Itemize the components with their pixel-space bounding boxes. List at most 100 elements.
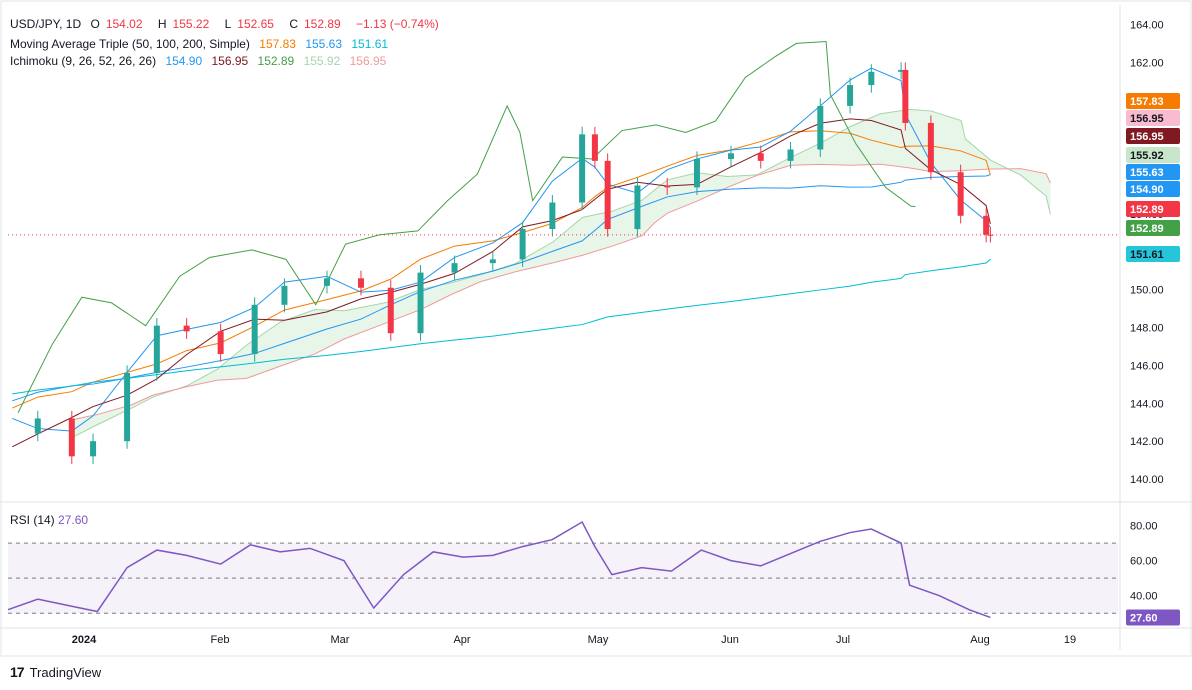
candle-body (634, 185, 641, 230)
price-badge (1126, 110, 1180, 126)
footer-branding[interactable]: 17 TradingView (10, 664, 101, 680)
price-badge-text: 156.95 (1130, 113, 1164, 125)
candle-body (727, 153, 734, 159)
price-pane (8, 40, 1118, 464)
low-value: L 152.65 (224, 17, 274, 31)
ichimoku-legend-label: Ichimoku (9, 26, 52, 26, 26) (10, 54, 157, 68)
price-tick-label: 144.00 (1130, 398, 1164, 410)
time-tick-label: 2024 (72, 634, 97, 646)
candle-body (664, 185, 671, 188)
candle-body (693, 158, 700, 188)
candle-body (787, 149, 794, 161)
price-tick-label: 142.00 (1130, 436, 1164, 448)
senkou-b-value: 156.95 (349, 54, 387, 68)
tenkan-value: 154.90 (165, 54, 203, 68)
time-tick-label: Feb (211, 634, 230, 646)
candle-body (153, 325, 160, 373)
price-badge-text: 157.83 (1130, 96, 1164, 108)
senkou-span-a-line (72, 108, 1051, 438)
candle-body (847, 85, 854, 106)
kijun-value: 156.95 (211, 54, 249, 68)
tenkan-sen-line (12, 67, 991, 432)
candle-body (489, 259, 496, 264)
candle-body (591, 134, 598, 161)
ohlc-legend: USD/JPY, 1D O 154.02 H 155.22 L 152.65 C 152… (10, 17, 445, 31)
candle-body (251, 304, 258, 355)
ma-legend[interactable]: Moving Average Triple (50, 100, 200, Sim… (10, 37, 394, 51)
price-tick-label: 150.00 (1130, 285, 1164, 297)
brand-name: TradingView (29, 664, 102, 680)
time-tick-label: Apr (453, 634, 470, 646)
price-tick-label: 164.00 (1130, 19, 1164, 31)
candle-body (417, 272, 424, 334)
rsi-pane (7, 520, 1118, 619)
ma200-line (12, 258, 991, 395)
candle-body (579, 134, 586, 203)
candle-body (604, 160, 611, 230)
price-badge (1126, 220, 1180, 236)
high-value: H 155.22 (157, 17, 210, 31)
time-tick-label: Jul (836, 634, 850, 646)
candle-body (957, 172, 964, 216)
price-tick-label: 146.00 (1130, 360, 1164, 372)
rsi-badge-text: 27.60 (1130, 612, 1158, 624)
candle-body (323, 278, 330, 286)
candle-body (757, 153, 764, 161)
close-value: C 152.89 (289, 17, 341, 31)
open-value: O 154.02 (90, 17, 143, 31)
candle-body (898, 69, 905, 72)
candle-body (387, 287, 394, 334)
candle-body (183, 325, 190, 332)
ma100-value: 155.63 (305, 37, 343, 51)
price-badge-text: 155.92 (1130, 150, 1164, 162)
time-tick-label: 19 (1064, 634, 1076, 646)
time-tick-label: Mar (331, 634, 350, 646)
price-badge (1126, 164, 1180, 180)
time-tick-label: Jun (721, 634, 739, 646)
price-badge (1126, 128, 1180, 144)
price-badge-text: 152.89 (1130, 223, 1164, 235)
candle-body (124, 372, 131, 442)
price-badge-text: 156.95 (1130, 131, 1164, 143)
price-tick-label: 148.00 (1130, 323, 1164, 335)
candle-body (927, 122, 934, 173)
candle-body (983, 215, 990, 235)
candle-body (451, 263, 458, 273)
ichimoku-cloud (72, 109, 1051, 438)
rsi-line (7, 520, 991, 619)
kijun-sen-line (12, 118, 991, 448)
price-badge (1126, 93, 1180, 109)
senkou-a-value: 155.92 (303, 54, 341, 68)
rsi-badge (1126, 609, 1180, 626)
ichimoku-legend[interactable]: Ichimoku (9, 26, 52, 26, 26) 154.90 156.… (10, 54, 392, 68)
price-badge (1126, 246, 1180, 262)
tradingview-logo-icon: 17 (10, 664, 25, 680)
candle-body (902, 69, 909, 123)
candle-body (90, 441, 97, 457)
rsi-tick-label: 80.00 (1130, 521, 1158, 533)
price-tick-label: 162.00 (1130, 57, 1164, 69)
candle-body (281, 285, 288, 305)
senkou-span-b-line (72, 163, 1051, 421)
symbol-label: USD/JPY, 1D (10, 17, 82, 31)
candle-body (34, 418, 41, 434)
ma50-value: 157.83 (259, 37, 296, 51)
rsi-legend[interactable]: RSI (14) 27.60 (10, 513, 88, 527)
rsi-value: 27.60 (58, 513, 89, 527)
price-badge-text: 152.89 (1130, 204, 1164, 216)
rsi-legend-label: RSI (14) (10, 513, 55, 527)
rsi-tick-label: 40.00 (1130, 591, 1158, 603)
price-badge-text: 155.63 (1130, 167, 1164, 179)
chart-frame (0, 0, 1192, 657)
ma200-value: 151.61 (351, 37, 389, 51)
chikou-value: 152.89 (257, 54, 295, 68)
change-value: −1.13 (−0.74%) (356, 17, 439, 31)
time-tick-label: Aug (970, 634, 990, 646)
chikou-span-line (17, 40, 916, 413)
axes: 164.00162.00160.00158.00156.00154.00152.… (0, 0, 1192, 657)
ma-legend-label: Moving Average Triple (50, 100, 200, Sim… (10, 37, 250, 51)
price-badge-text: 151.61 (1130, 249, 1164, 261)
price-badge (1126, 201, 1180, 217)
candle-body (519, 229, 526, 260)
